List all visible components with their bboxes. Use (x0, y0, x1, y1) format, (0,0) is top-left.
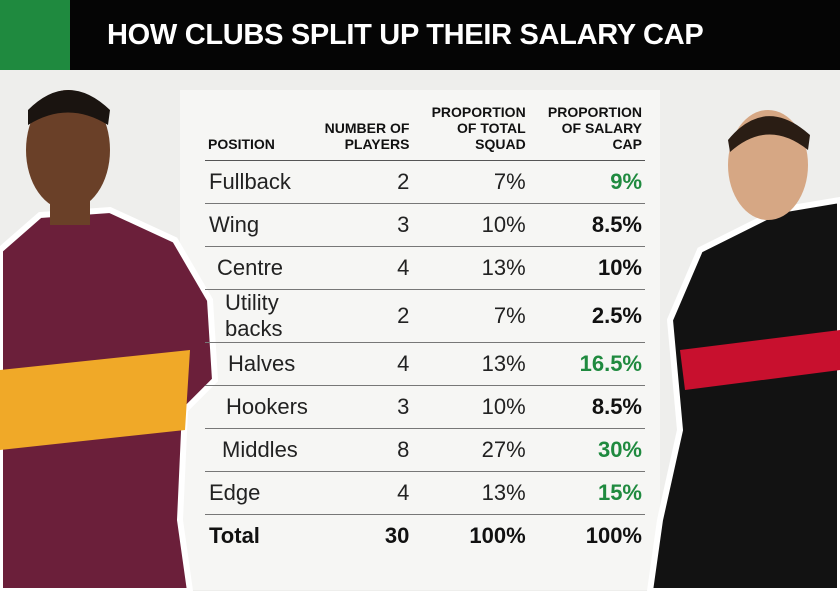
table-row: Total 30 100% 100% (205, 515, 645, 558)
cap-share: 30% (528, 428, 645, 472)
squad-share: 13% (412, 471, 529, 515)
cap-share: 8.5% (528, 203, 645, 247)
cap-share: 9% (528, 160, 645, 204)
position: Wing (205, 203, 312, 247)
players: 2 (311, 289, 413, 343)
table-row: Fullback 2 7% 9% (205, 160, 645, 204)
table-row: Centre 4 13% 10% (205, 246, 645, 290)
position: Fullback (205, 160, 312, 204)
table-body: Fullback 2 7% 9% Wing 3 10% 8.5% Centre 4 13% 10% Ut… (205, 160, 645, 558)
table-row: Halves 4 13% 16.5% (205, 342, 645, 386)
players: 4 (311, 246, 413, 290)
header-bar (0, 0, 840, 70)
squad-share: 27% (412, 428, 529, 472)
players: 3 (311, 203, 413, 247)
table-row: Wing 3 10% 8.5% (205, 203, 645, 247)
table-row: Middles 8 27% 30% (205, 428, 645, 472)
players: 4 (311, 471, 413, 515)
position: Middles (205, 428, 312, 472)
squad-share: 7% (412, 289, 529, 343)
squad-share: 13% (412, 342, 529, 386)
column-header: PROPORTION OF TOTAL SQUAD (412, 104, 529, 161)
header-accent (0, 0, 70, 70)
position: Total (209, 523, 260, 548)
squad-share: 10% (412, 203, 529, 247)
players: 3 (311, 385, 413, 429)
cap-share: 100% (585, 523, 642, 548)
column-header: POSITION (205, 104, 312, 161)
column-header: PROPORTION OF SALARY CAP (528, 104, 645, 161)
position: Centre (205, 246, 312, 290)
players: 8 (311, 428, 413, 472)
squad-share: 7% (412, 160, 529, 204)
position: Edge (205, 471, 312, 515)
salary-table: POSITION NUMBER OF PLAYERS PROPORTION OF… (205, 104, 645, 557)
table-row: Hookers 3 10% 8.5% (205, 385, 645, 429)
column-header: NUMBER OF PLAYERS (311, 104, 413, 161)
header-row: POSITION NUMBER OF PLAYERS PROPORTION OF… (205, 104, 645, 161)
title: HOW CLUBS SPLIT UP THEIR SALARY CAP (107, 19, 704, 51)
cap-share: 16.5% (528, 342, 645, 386)
squad-share: 13% (412, 246, 529, 290)
position: Hookers (205, 385, 312, 429)
players: 2 (311, 160, 413, 204)
position: Utility backs (205, 289, 312, 343)
players: 4 (311, 342, 413, 386)
table-row: Utility backs 2 7% 2.5% (205, 289, 645, 343)
squad-share: 100% (469, 523, 526, 548)
position: Halves (205, 342, 312, 386)
squad-share: 10% (412, 385, 529, 429)
cap-share: 8.5% (528, 385, 645, 429)
players: 30 (384, 523, 410, 548)
cap-share: 10% (528, 246, 645, 290)
table-row: Edge 4 13% 15% (205, 471, 645, 515)
cap-share: 15% (528, 471, 645, 515)
cap-share: 2.5% (528, 289, 645, 343)
